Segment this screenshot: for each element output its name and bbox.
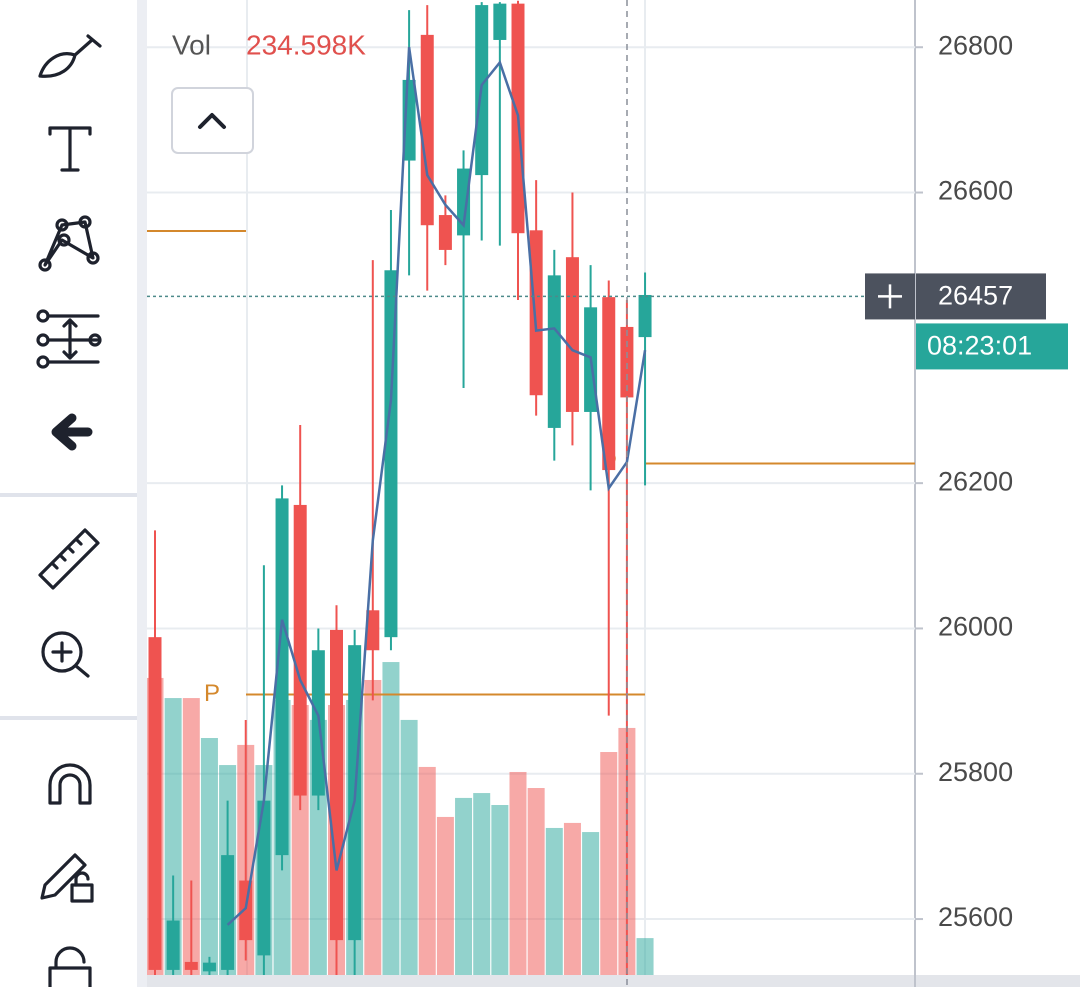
countdown-box — [916, 323, 1068, 370]
toolbar-edge — [137, 0, 147, 987]
candle-body — [602, 297, 616, 471]
last-price-label: 26457 — [938, 281, 1013, 311]
volume-bar — [382, 662, 400, 975]
candle-body — [257, 800, 271, 956]
toolbar — [0, 0, 147, 987]
candle-body — [293, 504, 307, 796]
time-axis-strip — [147, 975, 1080, 987]
candle-body — [148, 637, 162, 970]
y-tick-label: 26600 — [938, 176, 1013, 206]
text-tool[interactable] — [48, 126, 92, 172]
ruler-tool[interactable] — [38, 528, 100, 590]
last-price-box — [916, 273, 1046, 320]
volume-bar — [455, 797, 473, 975]
volume-bar — [182, 698, 200, 975]
candle-body — [275, 498, 289, 856]
y-tick-label: 26000 — [938, 612, 1013, 642]
candles — [148, 0, 652, 975]
overlay: 26457 08:23:01 — [147, 0, 1068, 987]
candle-body — [420, 34, 434, 226]
candle-body — [438, 215, 452, 250]
y-tick-label: 25600 — [938, 902, 1013, 932]
lock-tool[interactable] — [48, 946, 92, 987]
candle-body — [638, 294, 652, 338]
volume-bar — [527, 788, 545, 975]
volume-bar — [563, 822, 581, 975]
y-tick-label: 26200 — [938, 466, 1013, 496]
moving-average — [226, 47, 647, 926]
back-arrow[interactable] — [51, 413, 93, 451]
candle-body — [384, 270, 398, 638]
countdown-label: 08:23:01 — [927, 331, 1032, 361]
candle-body — [184, 961, 198, 970]
volume-bar — [473, 793, 491, 975]
magnet-tool[interactable] — [48, 763, 92, 805]
candle-body — [221, 855, 235, 970]
candle-body — [547, 275, 561, 428]
volume-bar — [636, 938, 654, 975]
candle-body — [457, 168, 471, 236]
lock-drawing-tool[interactable] — [40, 853, 94, 903]
pattern-tool[interactable] — [38, 215, 100, 272]
candle-body — [529, 230, 543, 396]
collapse-box[interactable] — [171, 87, 254, 154]
volume-bar — [600, 752, 618, 975]
volume-bar — [200, 738, 218, 975]
volume-bar — [400, 719, 418, 975]
volume-bar — [509, 771, 527, 975]
volume-title: Vol — [172, 29, 211, 60]
collapse-icon — [198, 113, 226, 129]
zoom-tool[interactable] — [41, 631, 90, 678]
candle-body — [620, 326, 634, 398]
volume-bar — [545, 827, 563, 975]
brush-tool[interactable] — [38, 34, 102, 78]
volume-bar — [164, 698, 182, 975]
volume-bar — [582, 832, 600, 975]
candle-body — [239, 880, 253, 941]
candle-body — [366, 610, 380, 651]
y-tick-label: 26800 — [938, 30, 1013, 60]
volume-value: 234.598K — [246, 29, 366, 60]
candle-body — [493, 3, 507, 40]
volume-bar — [436, 816, 454, 975]
collapse-button[interactable] — [171, 87, 254, 154]
range-tool[interactable] — [36, 309, 102, 369]
volume-bar — [418, 766, 436, 975]
volume-bar — [491, 805, 509, 975]
candle-body — [202, 962, 216, 972]
candle-body — [330, 629, 343, 941]
candle-body — [565, 257, 579, 412]
y-tick-label: 25800 — [938, 757, 1013, 787]
volume-bar — [364, 679, 382, 975]
level-label: P — [204, 680, 220, 707]
candle-body — [166, 920, 180, 970]
plus-icon — [878, 284, 902, 309]
